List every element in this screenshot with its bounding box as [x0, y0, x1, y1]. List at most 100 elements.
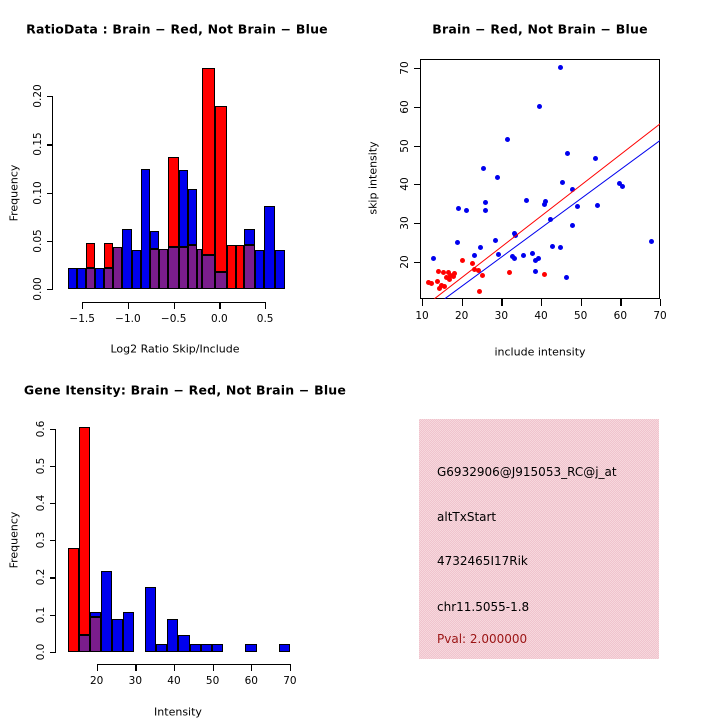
gene-histogram-xlabel: Intensity: [154, 705, 202, 719]
hist-bar-red: [226, 244, 236, 290]
x-tick-label: 50: [573, 309, 588, 322]
regression-lines: [433, 122, 660, 299]
x-tick-label: 70: [283, 675, 297, 687]
scatter-point-blue: [482, 207, 488, 213]
x-axis-tick: [541, 298, 543, 306]
gene-histogram-title: Gene Itensity: Brain − Red, Not Brain − …: [23, 382, 347, 398]
scatter-point-blue: [557, 245, 563, 251]
y-axis-tick: [47, 144, 53, 146]
x-tick-label: 10: [415, 309, 429, 322]
scatter-title: Brain − Red, Not Brain − Blue: [432, 21, 648, 37]
scatter-point-blue: [569, 223, 575, 229]
scatter-point-blue: [480, 165, 486, 171]
y-axis-tick: [47, 241, 53, 243]
hist-bar-blue: [188, 188, 198, 245]
hist-bar-overlap: [79, 634, 91, 652]
y-tick-label: 0.2: [35, 569, 47, 586]
scatter-point-blue: [563, 275, 569, 281]
y-axis-tick: [50, 428, 56, 430]
y-axis-tick: [50, 614, 56, 616]
scatter-point-blue: [478, 245, 484, 251]
scatter-point-red: [435, 268, 441, 274]
scatter-point-blue: [521, 252, 527, 258]
x-tick-label: 20: [454, 309, 469, 322]
x-tick-label: −1.0: [115, 312, 141, 325]
ratio-histogram-xlabel: Log2 Ratio Skip/Include: [110, 342, 240, 356]
scatter-point-blue: [431, 256, 437, 262]
red-fit-line: [433, 122, 660, 299]
x-axis-tick: [660, 298, 662, 306]
hist-bar-blue: [211, 643, 223, 652]
y-tick-label: 0.5: [35, 457, 47, 475]
hist-bar-blue: [94, 268, 105, 290]
hist-bar-blue: [76, 268, 86, 290]
scatter-point-red: [429, 281, 435, 287]
y-tick-label: 40: [398, 177, 411, 191]
hist-bar-blue: [278, 643, 290, 652]
hist-bar-overlap: [113, 246, 123, 290]
hist-bar-blue: [264, 206, 276, 290]
hist-bar-blue: [90, 611, 102, 617]
scatter-point-blue: [560, 179, 566, 185]
y-tick-label: 30: [398, 216, 411, 230]
scatter-point-blue: [496, 251, 502, 257]
scatter-point-blue: [471, 253, 477, 259]
x-axis-tick: [173, 664, 176, 671]
hist-bar-red: [202, 68, 215, 256]
scatter-point-blue: [592, 156, 598, 162]
x-tick-label: −0.5: [160, 312, 187, 325]
scatter-point-blue: [617, 180, 623, 186]
hist-bar-red: [168, 156, 180, 247]
hist-bar-blue: [122, 229, 132, 290]
scatter-point-blue: [542, 201, 548, 207]
x-tick-label: −1.5: [69, 312, 95, 325]
x-axis-tick: [212, 664, 214, 671]
x-tick-label: 60: [244, 675, 258, 687]
y-axis-tick: [47, 96, 53, 98]
scatter-point-red: [459, 258, 465, 264]
y-axis-tick: [413, 261, 420, 263]
scatter-point-blue: [494, 175, 500, 181]
x-tick-label: 70: [653, 309, 667, 322]
hist-bar-overlap: [159, 248, 169, 290]
hist-bar-overlap: [214, 271, 227, 290]
y-tick-label: 70: [398, 61, 411, 75]
scatter-point-blue: [547, 217, 553, 223]
x-axis-tick: [82, 301, 84, 309]
scatter-point-blue: [463, 208, 469, 214]
x-tick-label: 20: [90, 675, 104, 687]
hist-bar-red: [67, 547, 79, 652]
scatter-ylabel: skip intensity: [366, 141, 380, 215]
ratio-histogram-ylabel: Frequency: [7, 164, 21, 222]
scatter-point-blue: [620, 184, 626, 190]
gene-histogram-ylabel: Frequency: [7, 511, 21, 569]
y-tick-label: 0.10: [32, 180, 44, 205]
y-tick-label: 0.20: [32, 84, 44, 108]
x-axis-line: [96, 664, 291, 666]
scatter-point-red: [444, 274, 450, 280]
scatter-point-red: [425, 280, 431, 286]
y-tick-label: 0.1: [35, 606, 47, 623]
hist-bar-blue: [112, 619, 124, 652]
scatter-plot-box: [419, 58, 660, 299]
x-axis-tick: [251, 664, 253, 671]
hist-bar-blue: [67, 268, 77, 290]
x-axis-tick: [289, 664, 292, 671]
scatter-xlabel: include intensity: [494, 345, 586, 359]
scatter-point-red: [434, 278, 440, 284]
y-axis-tick: [50, 465, 56, 468]
hist-bar-overlap: [168, 246, 180, 290]
x-axis-tick: [422, 298, 424, 306]
hist-bar-blue: [244, 229, 256, 245]
scatter-point-blue: [535, 256, 541, 262]
hist-bar-blue: [167, 619, 179, 652]
hist-bar-blue: [149, 231, 159, 249]
hist-bar-red: [85, 242, 95, 269]
x-axis-tick: [501, 298, 503, 306]
hist-bar-blue: [275, 249, 286, 290]
hist-bar-blue: [145, 586, 157, 652]
y-tick-label: 0.6: [35, 420, 47, 438]
scatter-point-red: [541, 272, 547, 278]
hist-bar-overlap: [188, 244, 198, 290]
